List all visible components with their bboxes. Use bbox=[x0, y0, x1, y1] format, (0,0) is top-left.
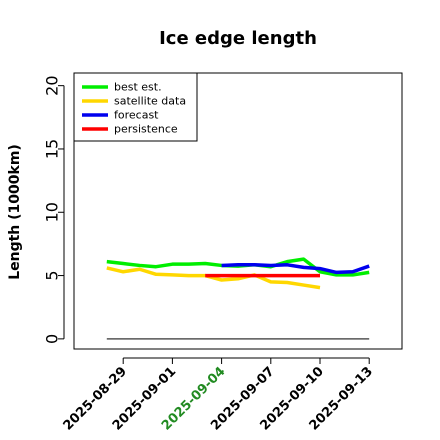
y-axis: 0 5 10 15 20 bbox=[43, 75, 65, 344]
chart-title: Ice edge length bbox=[159, 28, 317, 49]
y-tick-label: 0 bbox=[43, 334, 62, 344]
y-tick-label: 10 bbox=[43, 202, 62, 222]
legend-label-satellite-data: satellite data bbox=[114, 95, 186, 108]
legend-label-persistence: persistence bbox=[114, 123, 178, 136]
x-axis: 2025-08-292025-09-012025-09-042025-09-07… bbox=[61, 357, 376, 434]
y-tick-label: 5 bbox=[43, 270, 62, 280]
plot-area-frame bbox=[73, 72, 403, 350]
series-line-satellite-data bbox=[106, 266, 321, 290]
y-tick-label: 15 bbox=[43, 139, 62, 159]
series-line-forecast bbox=[221, 263, 370, 275]
legend: best est.satellite dataforecastpersisten… bbox=[73, 72, 198, 142]
series-layer bbox=[106, 257, 370, 290]
y-tick-label: 20 bbox=[43, 75, 62, 95]
y-axis-label: Length (1000km) bbox=[7, 144, 23, 280]
legend-label-best-est-: best est. bbox=[114, 81, 162, 94]
legend-label-forecast: forecast bbox=[114, 109, 159, 122]
